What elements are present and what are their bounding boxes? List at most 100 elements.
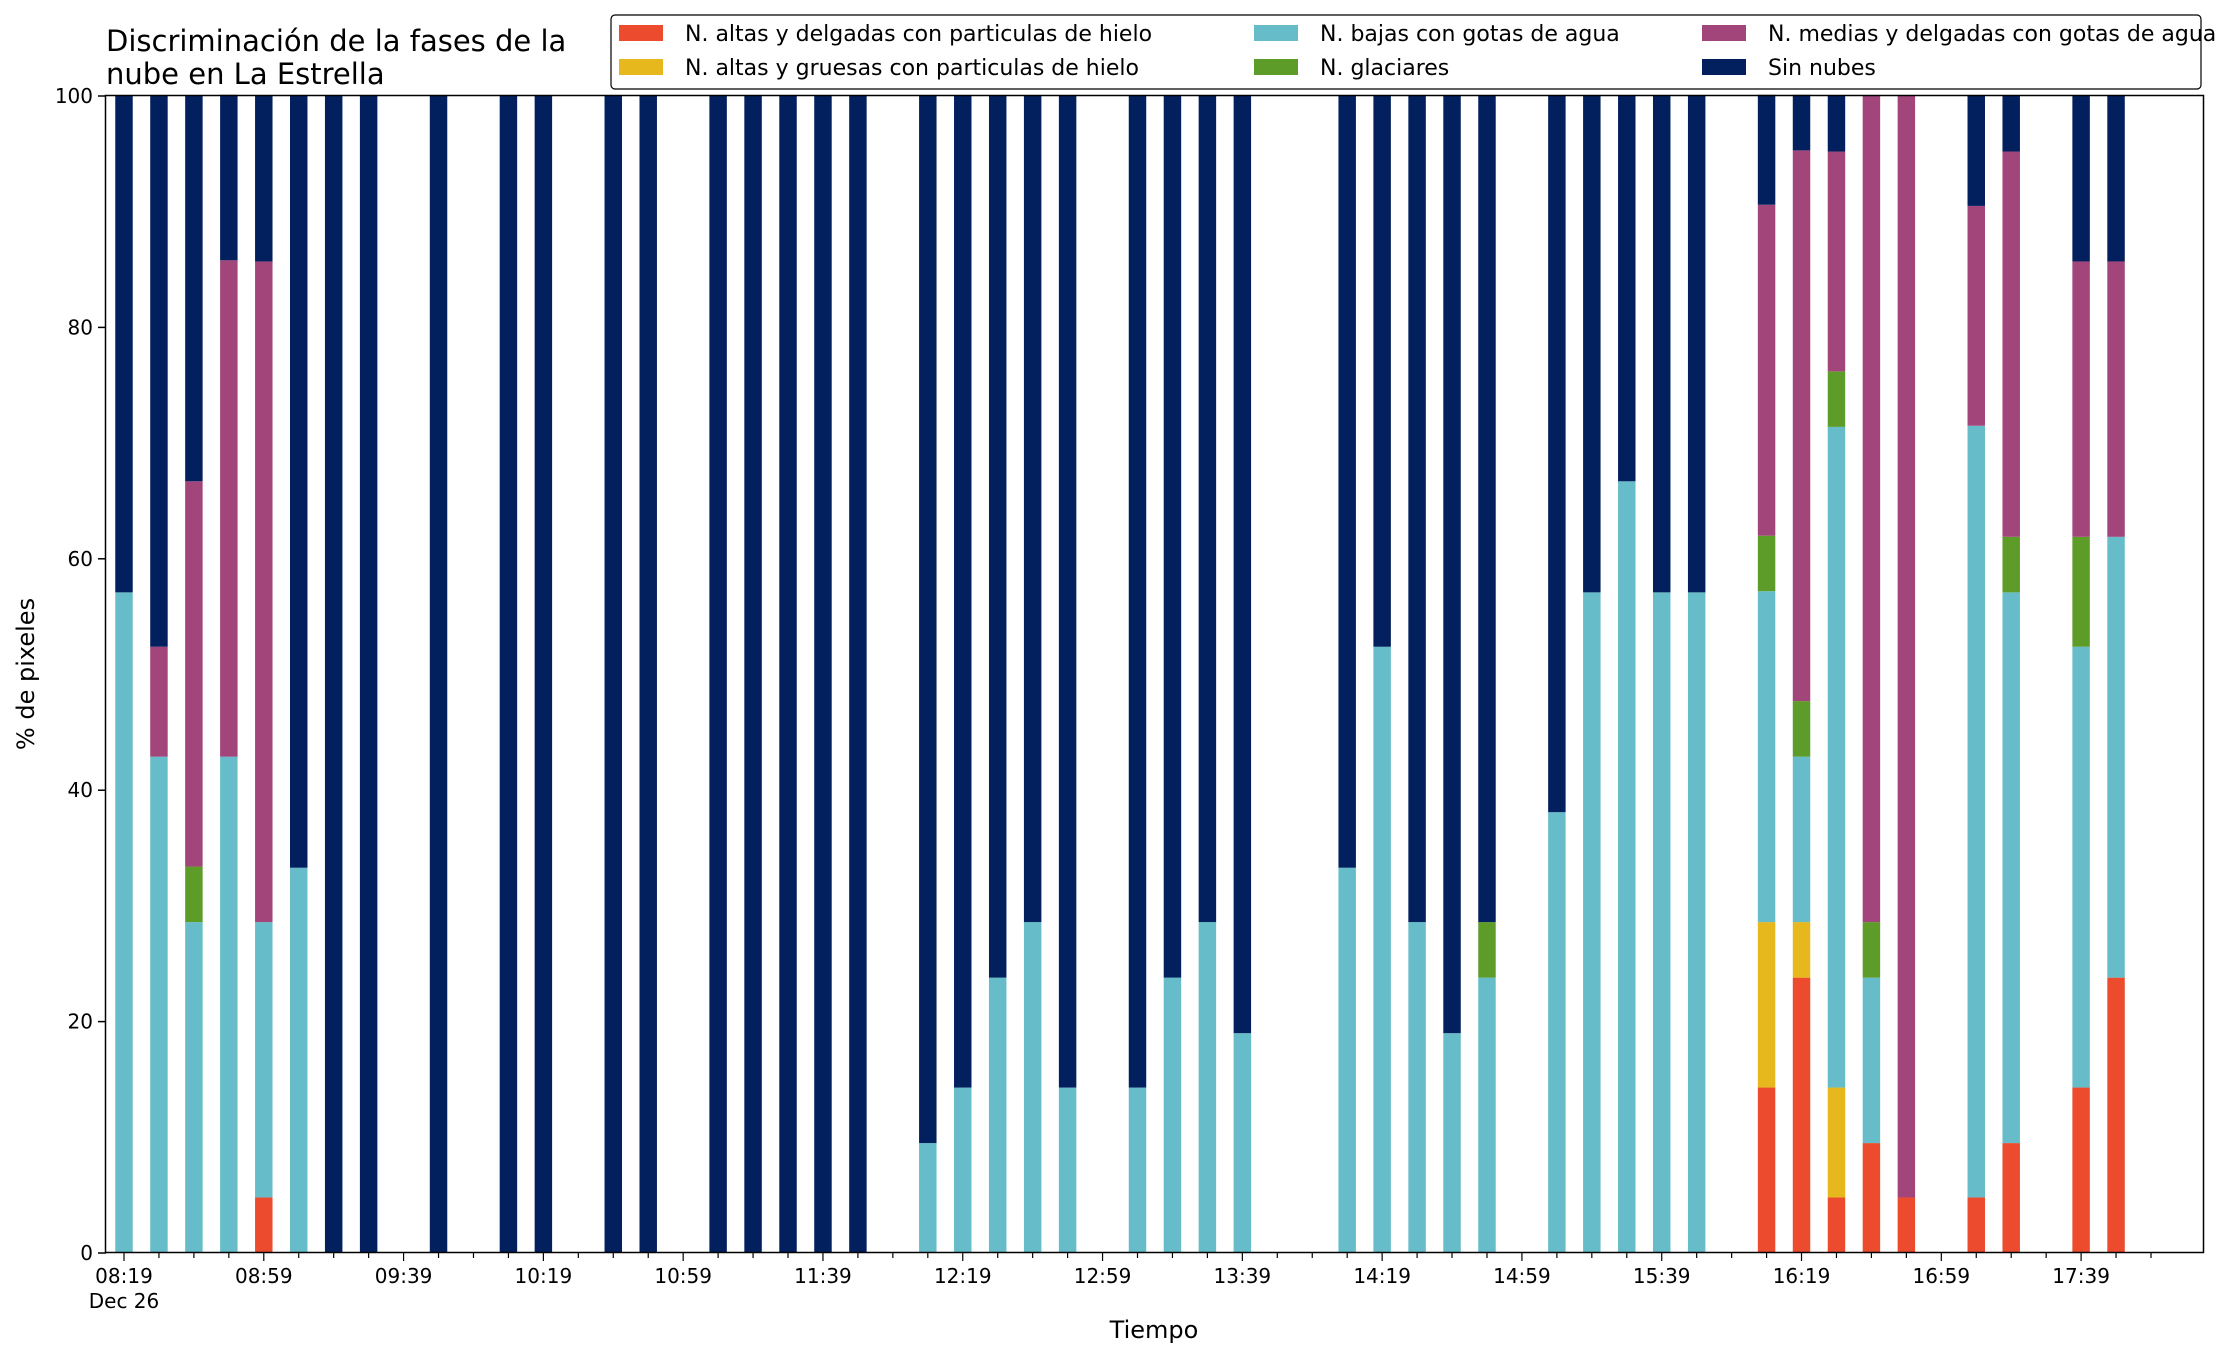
bar-1719-sin-nubes	[2002, 96, 2020, 152]
bar-1629-n-altas-y-gruesas-con-particulas-de-hielo	[1827, 1087, 1846, 1198]
bar-1719-n-bajas-con-gotas-de-agua	[2002, 592, 2020, 1144]
bar-1419-n-bajas-con-gotas-de-agua	[1373, 646, 1391, 1253]
bar-1449-n-glaciares	[1478, 922, 1496, 978]
legend-label: N. medias y delgadas con gotas de agua	[1768, 22, 2216, 47]
bar-1009-sin-nubes	[499, 96, 518, 1253]
x-tick-label: 16:59	[1912, 1264, 1970, 1288]
legend-swatch	[1254, 59, 1298, 75]
x-tick-label: 14:19	[1353, 1264, 1411, 1288]
bar-1209-n-bajas-con-gotas-de-agua	[919, 1143, 937, 1253]
legend-label: N. glaciares	[1320, 56, 1449, 81]
y-tick-label: 100	[55, 84, 93, 108]
bar-1619-n-medias-y-delgadas-con-gotas-de-agua	[1792, 150, 1811, 702]
x-tick-label: 10:59	[654, 1264, 712, 1288]
legend-label: N. bajas con gotas de agua	[1320, 22, 1620, 47]
legend-item-n-glaciares: N. glaciares	[1254, 56, 1449, 81]
bar-1439-n-bajas-con-gotas-de-agua	[1443, 1033, 1461, 1253]
bar-1239-n-bajas-con-gotas-de-agua	[1023, 922, 1042, 1253]
bar-1649-n-altas-y-delgadas-con-particulas-de-hielo	[1897, 1197, 1916, 1253]
y-tick-label: 60	[68, 547, 93, 571]
bar-1039-sin-nubes	[604, 96, 623, 1253]
bar-1339-n-bajas-con-gotas-de-agua	[1233, 1033, 1252, 1253]
bar-1429-n-bajas-con-gotas-de-agua	[1408, 922, 1426, 1253]
legend: N. altas y delgadas con particulas de hi…	[610, 14, 2216, 90]
bar-1229-sin-nubes	[988, 96, 1007, 978]
bar-1719-n-medias-y-delgadas-con-gotas-de-agua	[2002, 151, 2020, 537]
bar-1319-n-bajas-con-gotas-de-agua	[1163, 977, 1182, 1253]
bar-0839-n-bajas-con-gotas-de-agua	[185, 922, 203, 1253]
bar-0859-n-bajas-con-gotas-de-agua	[255, 922, 273, 1198]
legend-item-sin-nubes: Sin nubes	[1702, 56, 1876, 81]
x-tick-label: 12:59	[1074, 1264, 1132, 1288]
bar-1209-sin-nubes	[919, 96, 937, 1144]
chart-title: Discriminación de la fases de la nube en…	[106, 24, 566, 91]
bar-1639-n-medias-y-delgadas-con-gotas-de-agua	[1862, 96, 1881, 923]
bar-1609-n-medias-y-delgadas-con-gotas-de-agua	[1757, 204, 1776, 536]
bars	[115, 94, 2125, 1253]
legend-swatch	[1702, 59, 1746, 75]
bar-1409-sin-nubes	[1338, 96, 1356, 868]
bar-0819-sin-nubes	[115, 96, 133, 593]
bar-1709-n-bajas-con-gotas-de-agua	[1967, 425, 1985, 1198]
y-tick-label: 20	[68, 1010, 93, 1034]
bar-1149-sin-nubes	[849, 96, 867, 1253]
bar-1549-sin-nubes	[1687, 96, 1706, 593]
x-tick-label: 10:19	[515, 1264, 573, 1288]
bar-1539-n-bajas-con-gotas-de-agua	[1652, 592, 1671, 1253]
bar-1249-sin-nubes	[1058, 96, 1077, 1088]
bar-1339-sin-nubes	[1233, 96, 1252, 1034]
x-tick-label: 09:39	[375, 1264, 433, 1288]
legend-item-n-altas-y-delgadas-con-particulas-de-hielo: N. altas y delgadas con particulas de hi…	[619, 22, 1152, 47]
bar-1319-sin-nubes	[1163, 96, 1182, 978]
bar-0929-sin-nubes	[359, 96, 378, 1253]
bar-0839-n-medias-y-delgadas-con-gotas-de-agua	[185, 481, 203, 867]
bar-1639-n-glaciares	[1862, 922, 1881, 978]
bar-1609-n-bajas-con-gotas-de-agua	[1757, 591, 1776, 923]
bar-1629-n-altas-y-delgadas-con-particulas-de-hielo	[1827, 1197, 1846, 1253]
bar-1049-sin-nubes	[639, 96, 657, 1253]
bar-1539-sin-nubes	[1652, 96, 1671, 593]
bar-1709-n-altas-y-delgadas-con-particulas-de-hielo	[1967, 1197, 1985, 1253]
bar-1129-sin-nubes	[779, 96, 797, 1253]
bar-0909-n-bajas-con-gotas-de-agua	[290, 867, 308, 1253]
bar-0949-sin-nubes	[429, 96, 448, 1253]
legend-item-n-medias-y-delgadas-con-gotas-de-agua: N. medias y delgadas con gotas de agua	[1702, 22, 2216, 47]
x-axis-label: Tiempo	[1109, 1316, 1199, 1344]
legend-label: N. altas y gruesas con particulas de hie…	[685, 56, 1139, 81]
bar-1509-n-bajas-con-gotas-de-agua	[1548, 812, 1566, 1253]
bar-0859-n-altas-y-delgadas-con-particulas-de-hielo	[255, 1197, 273, 1253]
x-tick-label: 14:59	[1493, 1264, 1551, 1288]
bar-1619-sin-nubes	[1792, 94, 1811, 151]
bar-0849-n-medias-y-delgadas-con-gotas-de-agua	[220, 260, 238, 757]
chart-title-line-1: Discriminación de la fases de la	[106, 24, 566, 58]
bar-1619-n-bajas-con-gotas-de-agua	[1792, 756, 1811, 923]
legend-swatch	[1702, 25, 1746, 41]
legend-label: Sin nubes	[1768, 56, 1876, 81]
bar-0819-n-bajas-con-gotas-de-agua	[115, 592, 133, 1253]
bar-0829-n-medias-y-delgadas-con-gotas-de-agua	[150, 646, 168, 757]
bar-1239-sin-nubes	[1023, 96, 1042, 923]
bar-1749-sin-nubes	[2107, 96, 2125, 262]
bar-1739-n-altas-y-delgadas-con-particulas-de-hielo	[2072, 1087, 2090, 1253]
bar-1139-sin-nubes	[814, 96, 832, 1253]
bar-1409-n-bajas-con-gotas-de-agua	[1338, 867, 1356, 1253]
bar-1709-sin-nubes	[1967, 96, 1985, 206]
y-tick-label: 40	[68, 778, 93, 802]
bar-1449-n-bajas-con-gotas-de-agua	[1478, 977, 1496, 1253]
legend-label: N. altas y delgadas con particulas de hi…	[685, 22, 1152, 47]
bar-1719-n-glaciares	[2002, 536, 2020, 593]
bar-1509-sin-nubes	[1548, 96, 1566, 813]
bar-1709-n-medias-y-delgadas-con-gotas-de-agua	[1967, 205, 1985, 426]
bar-1519-n-bajas-con-gotas-de-agua	[1583, 592, 1601, 1253]
bar-1619-n-altas-y-delgadas-con-particulas-de-hielo	[1792, 977, 1811, 1253]
bar-1219-sin-nubes	[954, 96, 972, 1088]
bar-1749-n-bajas-con-gotas-de-agua	[2107, 536, 2125, 978]
bar-1609-sin-nubes	[1757, 94, 1776, 205]
bar-0829-n-bajas-con-gotas-de-agua	[150, 756, 168, 1253]
bar-1219-n-bajas-con-gotas-de-agua	[954, 1087, 972, 1253]
bar-1439-sin-nubes	[1443, 96, 1461, 1034]
bar-1639-n-altas-y-delgadas-con-particulas-de-hielo	[1862, 1143, 1881, 1253]
bar-1529-sin-nubes	[1618, 96, 1636, 482]
bar-1739-sin-nubes	[2072, 96, 2090, 262]
